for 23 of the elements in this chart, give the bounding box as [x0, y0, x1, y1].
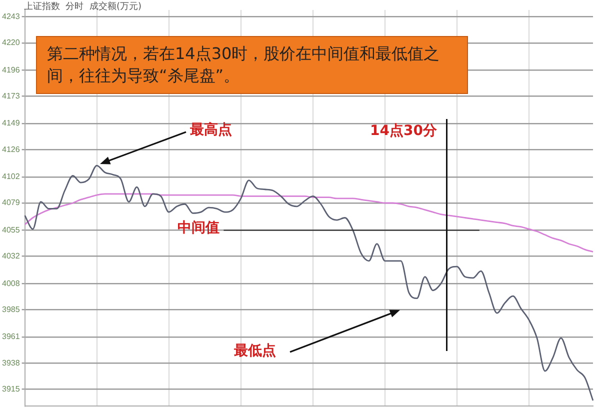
- y-tick-label: 4196: [2, 65, 20, 74]
- y-tick-label: 4173: [2, 91, 20, 100]
- y-tick-label: 4079: [2, 198, 20, 208]
- annotation: 14点30分: [370, 122, 437, 140]
- y-tick-label: 4126: [2, 144, 20, 154]
- y-tick-label: 4102: [2, 172, 20, 182]
- y-tick-label: 3938: [2, 358, 20, 368]
- line-series: [24, 193, 594, 253]
- y-tick-label: 3961: [2, 332, 20, 342]
- y-tick-label: 4008: [2, 278, 20, 288]
- text: 第二种情况，若在14点30时，股价在中间值和最低值之间，往往为导致“杀尾盘”。: [36, 36, 468, 94]
- ref-line-label: 中间值: [178, 220, 220, 236]
- chart-subtitle: 上证指数 分时 成交额(万元): [24, 0, 142, 13]
- y-tick-label: 4243: [2, 12, 20, 22]
- line-series: [24, 164, 594, 402]
- y-tick-label: 4032: [2, 252, 20, 261]
- y-tick-label: 3985: [2, 304, 20, 314]
- y-tick-label: 4220: [2, 38, 20, 48]
- annotation: 最高点: [190, 121, 232, 139]
- annotation: 最低点: [234, 342, 276, 360]
- y-tick-label: 4055: [2, 225, 20, 234]
- y-tick-label: 3915: [2, 384, 20, 394]
- y-tick-label: 4149: [2, 118, 20, 128]
